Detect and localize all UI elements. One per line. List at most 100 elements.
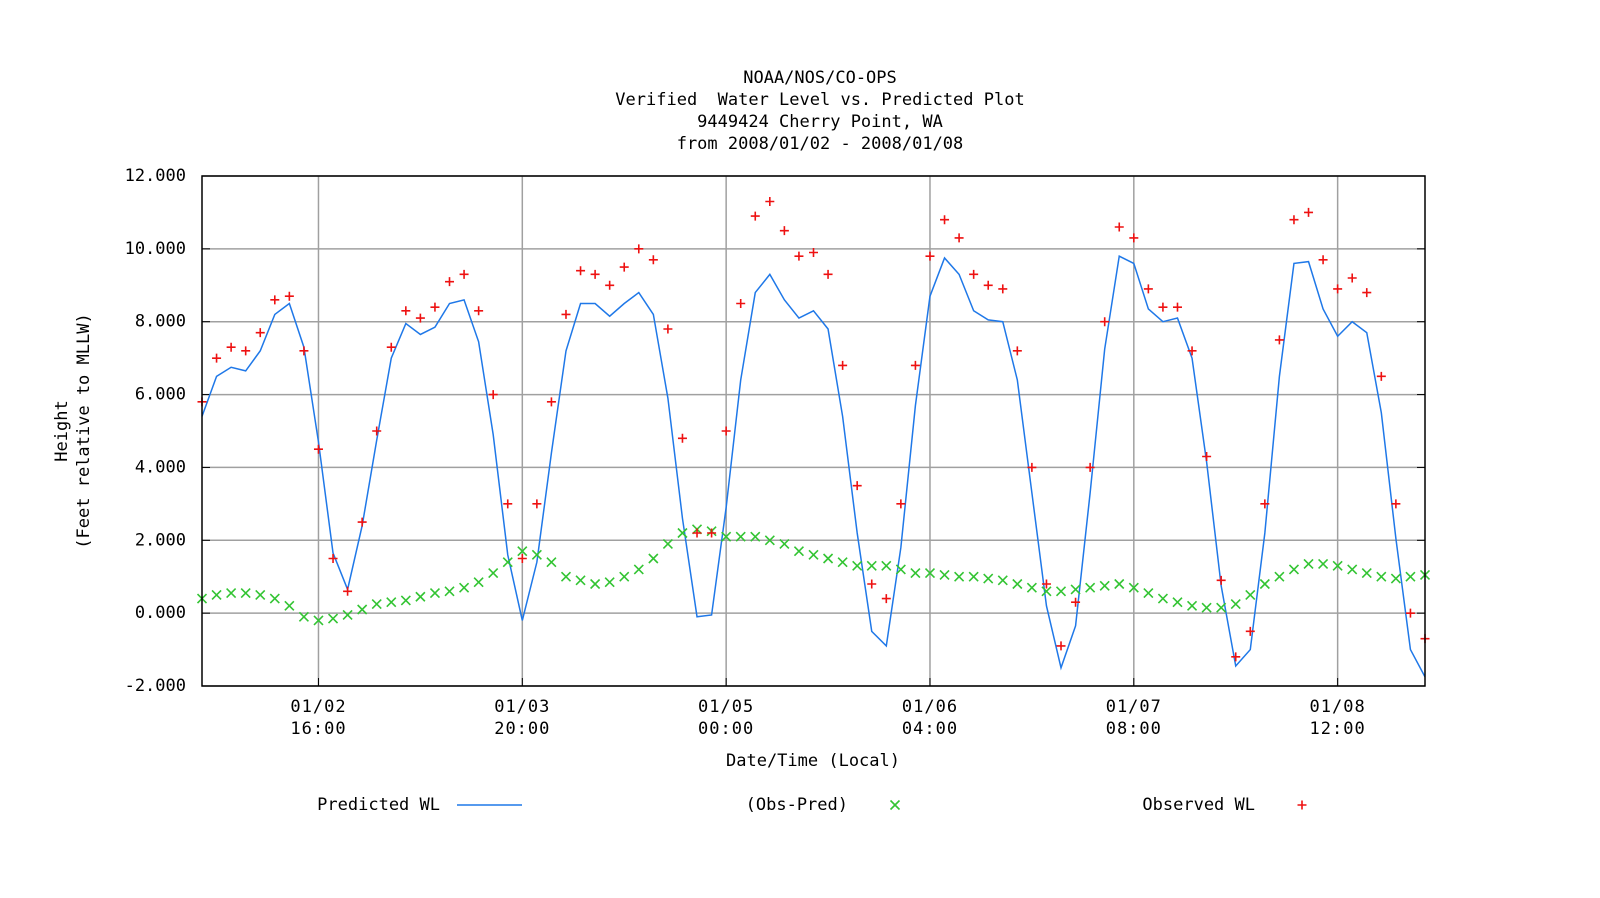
- data-point: [1099, 580, 1110, 591]
- data-point: [1100, 317, 1110, 327]
- data-point: [313, 615, 324, 626]
- data-point: [269, 593, 280, 604]
- data-point: [1143, 284, 1153, 294]
- data-point: [1128, 582, 1139, 593]
- data-point: [372, 426, 382, 436]
- chart-title: Verified Water Level vs. Predicted Plot: [615, 90, 1024, 110]
- data-point: [474, 306, 484, 316]
- data-point: [1304, 207, 1314, 217]
- y-tick-label: 8.000: [135, 312, 186, 332]
- data-point: [488, 390, 498, 400]
- data-point: [1041, 586, 1052, 597]
- data-point: [1202, 452, 1212, 461]
- legend-swatch: [889, 799, 901, 811]
- data-point: [1041, 579, 1051, 589]
- data-point: [852, 560, 863, 571]
- data-point: [823, 269, 833, 279]
- data-point: [226, 342, 236, 352]
- data-point: [605, 280, 615, 290]
- data-point: [327, 613, 339, 624]
- data-point: [1230, 598, 1241, 610]
- data-point: [837, 557, 848, 568]
- data-point: [1085, 462, 1095, 472]
- data-point: [270, 295, 280, 305]
- data-point: [648, 553, 659, 564]
- x-tick-label: 01/03 20:00: [494, 697, 551, 739]
- data-point: [576, 266, 586, 276]
- data-point: [590, 269, 600, 279]
- data-point: [677, 433, 687, 443]
- data-point: [794, 251, 804, 261]
- data-line: [201, 255, 1426, 678]
- data-point: [386, 342, 396, 352]
- data-point: [662, 538, 673, 549]
- data-point: [881, 560, 892, 571]
- data-point: [1129, 233, 1139, 243]
- data-point: [968, 571, 979, 582]
- data-point: [619, 571, 630, 582]
- data-point: [1289, 215, 1299, 225]
- data-point: [677, 527, 688, 539]
- data-point: [940, 215, 950, 225]
- data-point: [1186, 600, 1198, 611]
- data-point: [503, 499, 513, 509]
- data-point: [822, 553, 834, 564]
- data-point: [430, 302, 440, 312]
- data-point: [1245, 626, 1255, 636]
- data-point: [910, 568, 921, 579]
- data-point: [473, 577, 484, 588]
- x-tick-label: 01/08 12:00: [1309, 697, 1366, 739]
- plot-border: [201, 175, 1426, 687]
- data-point: [415, 313, 425, 323]
- y-tick-label: 0.000: [135, 603, 186, 623]
- data-point: [1347, 564, 1358, 575]
- data-point: [1391, 499, 1401, 509]
- data-point: [1318, 558, 1329, 570]
- data-point: [1318, 255, 1328, 265]
- data-point: [255, 589, 266, 600]
- data-point: [1362, 288, 1372, 298]
- chart-title: from 2008/01/02 - 2008/01/08: [677, 134, 964, 154]
- chart-title: NOAA/NOS/CO-OPS: [743, 68, 897, 88]
- data-point: [1172, 302, 1182, 312]
- data-point: [1012, 346, 1022, 356]
- data-point: [764, 535, 775, 546]
- y-tick-label: 6.000: [135, 385, 186, 405]
- y-tick-label: 10.000: [125, 239, 186, 259]
- data-point: [707, 528, 717, 538]
- y-tick-label: -2.000: [125, 676, 186, 696]
- data-point: [488, 568, 499, 579]
- data-point: [1274, 571, 1285, 582]
- data-point: [429, 588, 441, 599]
- data-point: [997, 575, 1008, 586]
- data-point: [459, 582, 470, 593]
- data-point: [809, 248, 818, 257]
- data-point: [1347, 273, 1357, 283]
- x-tick-label: 01/06 04:00: [901, 697, 959, 739]
- legend-swatch: [1297, 800, 1307, 810]
- data-point: [1231, 652, 1241, 662]
- data-point: [998, 284, 1008, 294]
- data-point: [532, 499, 542, 509]
- x-tick-label: 01/07 08:00: [1105, 697, 1162, 739]
- legend-label: Predicted WL: [317, 795, 440, 815]
- data-point: [502, 557, 513, 568]
- data-point: [546, 557, 557, 568]
- data-point: [881, 594, 891, 604]
- y-tick-label: 4.000: [135, 457, 186, 477]
- data-point: [357, 604, 368, 615]
- y-tick-label: 12.000: [125, 166, 186, 186]
- data-point: [1245, 589, 1256, 600]
- data-point: [299, 346, 309, 356]
- data-point: [838, 360, 848, 370]
- data-point: [343, 586, 353, 596]
- data-point: [546, 397, 556, 407]
- chart-title: 9449424 Cherry Point, WA: [697, 112, 943, 132]
- data-point: [1012, 578, 1023, 590]
- data-point: [896, 499, 906, 509]
- data-point: [1026, 582, 1037, 593]
- data-point: [561, 309, 571, 319]
- data-point: [619, 262, 629, 272]
